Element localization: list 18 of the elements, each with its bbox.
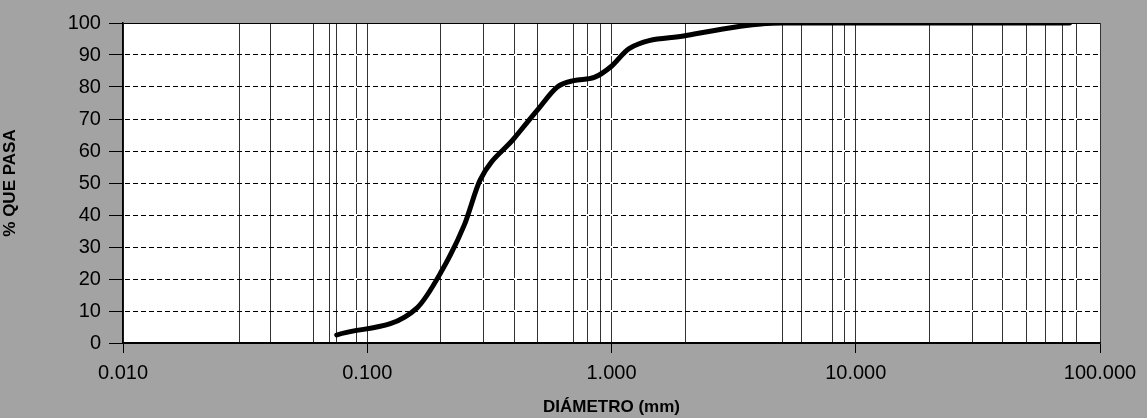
y-tick-label: 20 bbox=[78, 266, 101, 289]
y-tick-label: 70 bbox=[78, 106, 101, 129]
x-tick-label: 100.000 bbox=[1063, 360, 1137, 383]
x-tick-label: 0.010 bbox=[97, 360, 149, 383]
y-tick-label: 60 bbox=[78, 138, 101, 161]
x-tick-label: 1.000 bbox=[586, 360, 637, 383]
y-tick-label: 80 bbox=[78, 74, 101, 97]
y-axis-title: % QUE PASA bbox=[0, 129, 19, 237]
y-tick-label: 10 bbox=[78, 298, 101, 321]
y-tick-label: 100 bbox=[67, 10, 101, 33]
y-tick-label: 90 bbox=[78, 42, 101, 65]
y-tick-label: 0 bbox=[89, 330, 101, 353]
x-axis-title: DIÁMETRO (mm) bbox=[543, 397, 680, 417]
y-tick-label: 40 bbox=[78, 202, 101, 225]
x-tick-label: 10.000 bbox=[825, 360, 887, 383]
y-tick-label: 30 bbox=[78, 234, 101, 257]
x-tick-label: 0.100 bbox=[342, 360, 393, 383]
y-tick-label: 50 bbox=[78, 170, 101, 193]
